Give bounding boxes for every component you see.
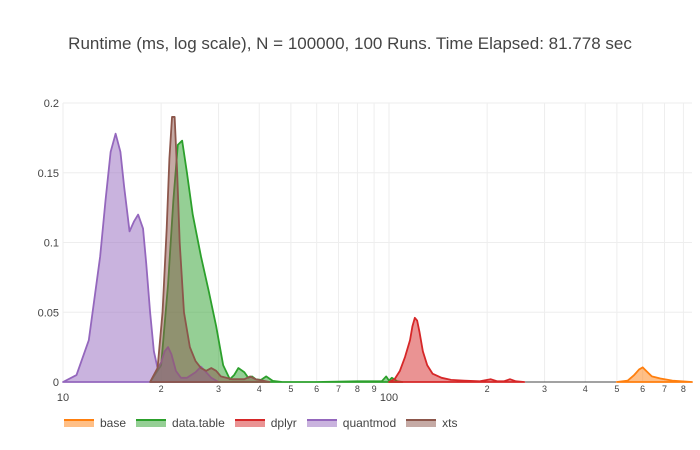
x-major-tick-label: 10 — [57, 392, 69, 404]
x-minor-tick-label: 8 — [355, 384, 360, 394]
y-tick-label: 0 — [53, 377, 59, 389]
grid-layer — [62, 102, 692, 383]
y-tick-label: 0.15 — [38, 168, 59, 180]
chart-title: Runtime (ms, log scale), N = 100000, 100… — [68, 34, 632, 53]
x-minor-tick-label: 2 — [159, 384, 164, 394]
legend-swatch — [136, 419, 167, 427]
legend-item-data-table[interactable]: data.table — [136, 416, 225, 430]
legend-label: data.table — [172, 416, 225, 430]
axis-layer: 0 0.05 0.1 0.15 0.2 10 100 2 3 4 5 6 7 8 9 2 3 4 5 6 7 8 — [38, 98, 686, 404]
x-minor-tick-label: 7 — [336, 384, 341, 394]
x-minor-tick-label: 3 — [542, 384, 547, 394]
series-area-xts — [149, 116, 271, 383]
legend: base data.table dplyr quantmod xts — [64, 416, 467, 430]
series-area-dplyr — [388, 316, 526, 383]
legend-label: xts — [442, 416, 458, 430]
legend-item-xts[interactable]: xts — [406, 416, 457, 430]
x-minor-tick-label: 9 — [372, 384, 377, 394]
x-minor-tick-label: 6 — [314, 384, 319, 394]
y-tick-label: 0.05 — [38, 307, 59, 319]
x-minor-tick-label: 2 — [485, 384, 490, 394]
legend-label: base — [100, 416, 127, 430]
series-area-data-table — [149, 139, 404, 383]
legend-swatch — [234, 419, 265, 427]
series-area-base — [615, 366, 693, 383]
series-layer — [62, 116, 693, 383]
legend-swatch — [64, 419, 94, 427]
y-tick-label: 0.2 — [44, 98, 59, 110]
x-minor-tick-label: 4 — [257, 384, 262, 394]
x-minor-tick-label: 6 — [640, 384, 645, 394]
legend-label: quantmod — [342, 416, 397, 430]
y-tick-label: 0.1 — [44, 238, 59, 250]
legend-item-base[interactable]: base — [64, 416, 126, 430]
x-minor-tick-label: 8 — [681, 384, 686, 394]
x-minor-tick-label: 7 — [662, 384, 667, 394]
legend-swatch — [306, 419, 337, 427]
legend-label: dplyr — [270, 416, 297, 430]
x-minor-tick-label: 5 — [288, 384, 293, 394]
x-minor-tick-label: 4 — [583, 384, 588, 394]
legend-item-dplyr[interactable]: dplyr — [234, 416, 297, 430]
x-minor-tick-label: 5 — [614, 384, 619, 394]
legend-swatch — [406, 419, 437, 427]
x-minor-tick-label: 3 — [216, 384, 221, 394]
x-major-tick-label: 100 — [380, 392, 398, 404]
legend-item-quantmod[interactable]: quantmod — [306, 416, 397, 430]
